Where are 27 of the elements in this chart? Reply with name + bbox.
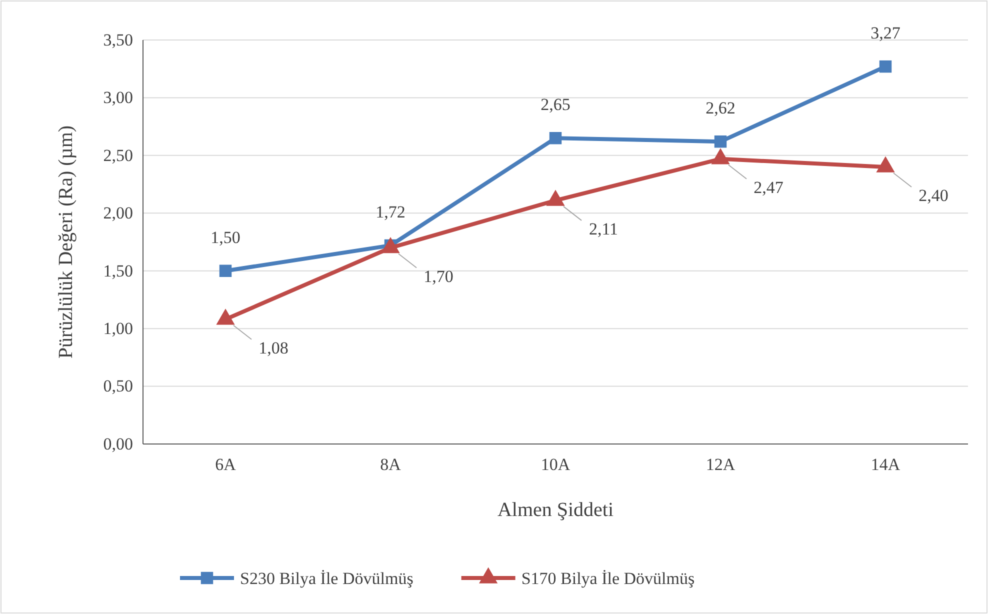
data-label: 2,40 bbox=[918, 186, 948, 205]
y-tick-label: 0,00 bbox=[103, 434, 133, 454]
y-axis-title: Pürüzlülük Değeri (Ra) (µm) bbox=[55, 125, 77, 359]
y-tick-label: 3,00 bbox=[103, 88, 133, 108]
y-tick-label: 1,00 bbox=[103, 319, 133, 338]
data-label: 1,72 bbox=[376, 202, 406, 222]
x-tick-label: 10A bbox=[540, 455, 571, 474]
data-label: 2,65 bbox=[540, 95, 570, 114]
data-label: 2,62 bbox=[706, 98, 736, 118]
y-tick-label: 1,50 bbox=[103, 261, 133, 280]
data-label: 1,08 bbox=[258, 338, 288, 358]
legend-label: S170 Bilya İle Dövülmüş bbox=[521, 569, 695, 588]
y-tick-label: 2,50 bbox=[103, 146, 133, 165]
x-tick-label: 12A bbox=[706, 455, 736, 474]
x-tick-label: 14A bbox=[870, 455, 901, 474]
y-tick-label: 3,50 bbox=[103, 30, 133, 50]
y-tick-label: 0,50 bbox=[103, 376, 133, 396]
x-tick-label: 8A bbox=[380, 455, 402, 474]
x-tick-label: 6A bbox=[215, 455, 237, 474]
data-label: 1,50 bbox=[210, 228, 240, 247]
x-axis-title: Almen Şiddeti bbox=[497, 499, 614, 521]
data-label: 2,11 bbox=[588, 219, 618, 238]
data-label: 3,27 bbox=[870, 24, 901, 43]
legend-label: S230 Bilya İle Dövülmüş bbox=[240, 569, 414, 588]
data-label: 2,47 bbox=[754, 178, 784, 197]
y-tick-label: 2,00 bbox=[103, 204, 133, 223]
data-label: 1,70 bbox=[424, 266, 454, 286]
